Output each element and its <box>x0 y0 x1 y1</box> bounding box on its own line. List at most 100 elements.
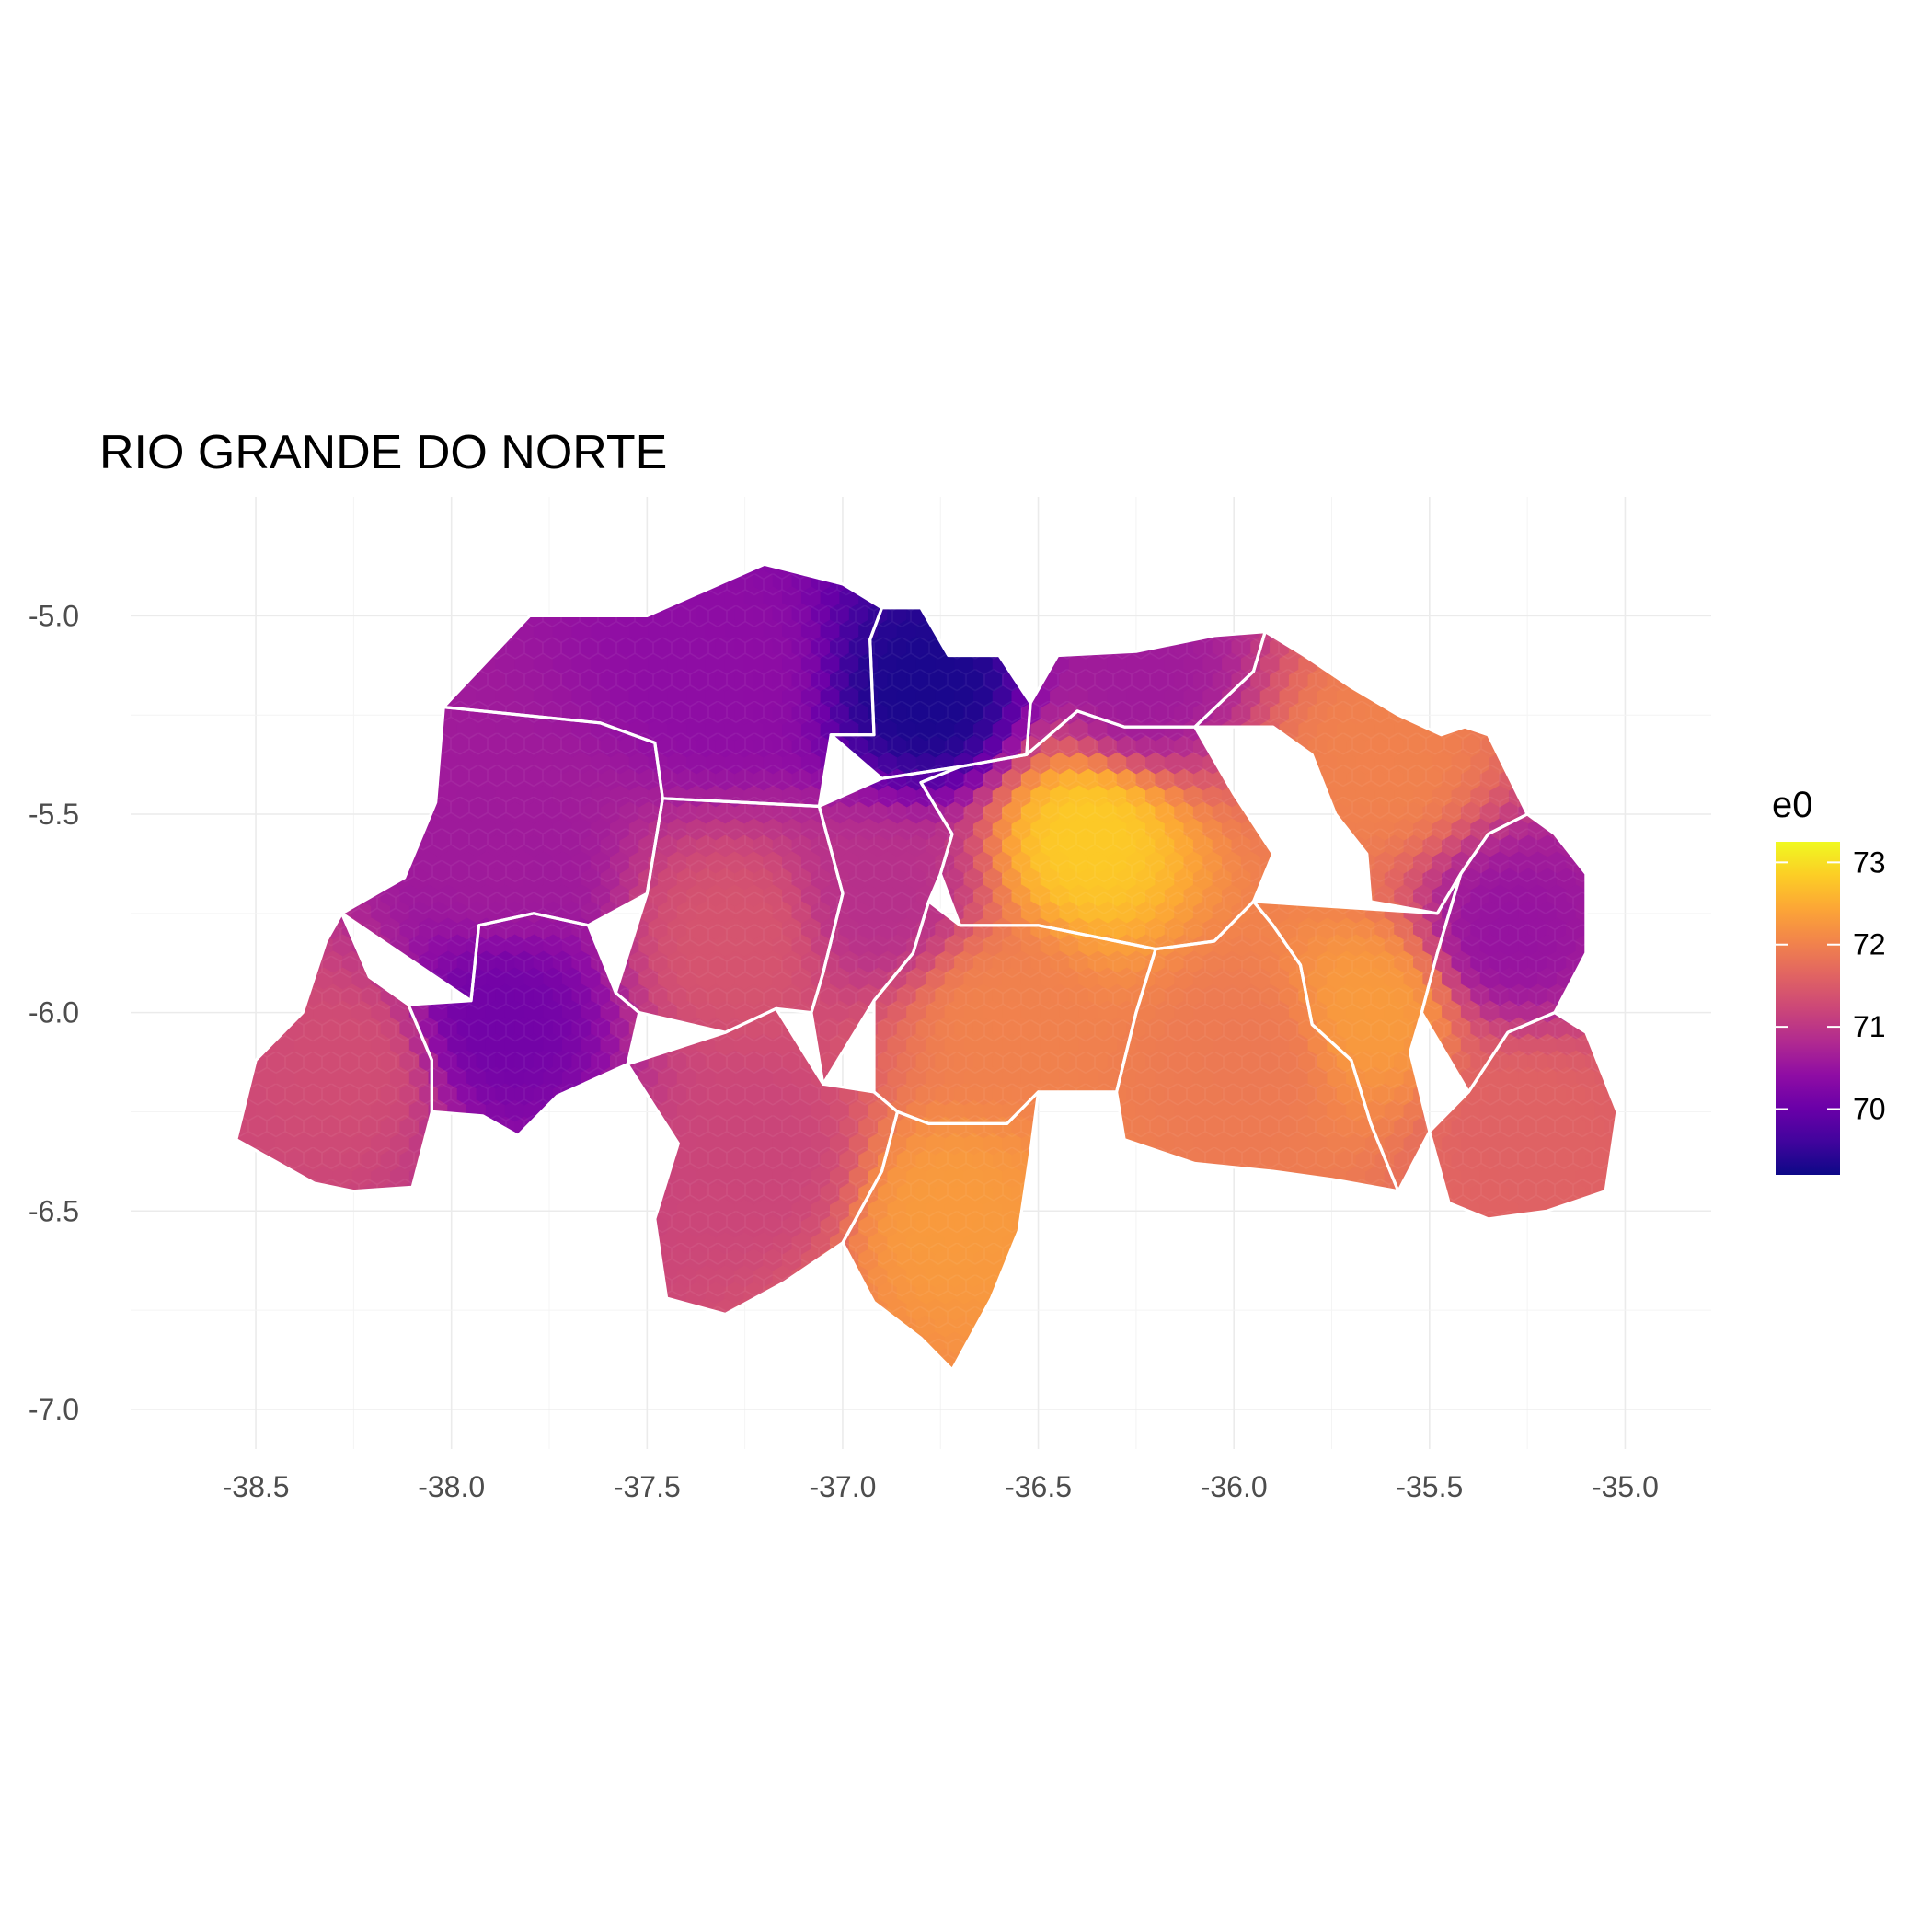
hex-cell <box>304 586 325 610</box>
hex-cell <box>1624 1150 1644 1173</box>
hex-cell <box>495 586 516 610</box>
hex-cell <box>256 702 277 726</box>
hex-cell <box>313 1232 334 1256</box>
hex-cell <box>284 685 305 709</box>
hex-cell <box>313 603 334 627</box>
hex-cell <box>1557 537 1577 560</box>
hex-cell <box>1566 1215 1587 1239</box>
hex-cell <box>1633 868 1653 891</box>
hex-cell <box>1585 1215 1605 1239</box>
hex-cell <box>294 801 315 825</box>
hex-cell <box>265 619 286 643</box>
hex-cell <box>236 702 238 726</box>
hex-cell <box>199 902 219 925</box>
hex-cell <box>1136 537 1156 560</box>
hex-cell <box>1078 603 1099 627</box>
hex-cell <box>1164 1348 1185 1370</box>
hex-cell <box>1614 1033 1617 1057</box>
hex-cell <box>265 1248 286 1272</box>
hex-cell <box>1624 1117 1644 1140</box>
hex-cell <box>247 1382 267 1405</box>
hex-cell <box>1002 537 1022 560</box>
hex-cell <box>1604 619 1617 643</box>
hex-cell <box>1307 1265 1328 1289</box>
hex-cell <box>1451 1248 1472 1272</box>
hex-cell <box>1270 569 1290 593</box>
hex-cell <box>600 1166 621 1190</box>
hex-cell <box>619 1232 640 1256</box>
hex-cell <box>1537 603 1558 627</box>
hex-cell <box>477 1382 497 1405</box>
hex-cell <box>1250 603 1271 627</box>
hex-cell <box>419 652 439 676</box>
hex-cell <box>1270 1232 1290 1256</box>
hex-cell <box>1489 685 1510 709</box>
hex-cell <box>438 1382 458 1405</box>
hex-cell <box>514 1282 535 1305</box>
hex-cell <box>1279 785 1300 809</box>
y-tick-label: -5.0 <box>29 599 79 632</box>
hex-cell <box>1336 586 1357 610</box>
hex-cell <box>1222 1248 1242 1272</box>
hex-cell <box>1308 537 1328 560</box>
hex-cell <box>1575 603 1596 627</box>
hex-cell <box>380 719 401 742</box>
hex-cell <box>323 851 344 875</box>
hex-cell <box>610 1149 630 1173</box>
hex-cell <box>304 785 325 809</box>
hex-cell <box>199 1034 219 1057</box>
region-border <box>1428 1011 1619 1221</box>
hex-cell <box>581 1265 602 1289</box>
hex-cell <box>380 752 401 776</box>
hex-cell <box>466 636 487 660</box>
hex-cell <box>1394 619 1414 643</box>
hex-cell <box>209 554 229 577</box>
hex-cell <box>1317 1315 1338 1339</box>
hex-cell <box>600 1265 621 1289</box>
hex-cell <box>1614 1133 1617 1156</box>
hex-cell <box>199 703 219 726</box>
hex-cell <box>1556 768 1577 792</box>
hex-cell <box>1098 1331 1118 1355</box>
hex-cell <box>1336 1315 1357 1339</box>
hex-cell <box>275 669 296 693</box>
hex-cell <box>1327 1364 1348 1370</box>
x-tick-label: -37.0 <box>809 1470 876 1503</box>
hex-cell <box>868 1331 889 1355</box>
hex-cell <box>1040 1232 1061 1256</box>
hex-cell <box>552 1348 573 1370</box>
hex-cell <box>1107 1182 1128 1206</box>
hex-cell <box>504 1265 525 1289</box>
hex-cell <box>1585 950 1605 974</box>
hex-cell <box>562 537 582 560</box>
hex-cell <box>543 1133 564 1156</box>
hex-cell <box>256 1364 277 1370</box>
hex-cell <box>361 652 382 676</box>
hex-cell <box>926 1364 946 1370</box>
hex-cell <box>1624 1183 1644 1206</box>
hex-cell <box>1078 569 1099 593</box>
hex-cell <box>361 785 382 809</box>
hex-cell <box>1068 1248 1089 1272</box>
hex-cell <box>236 1315 248 1339</box>
hex-cell <box>591 1083 611 1107</box>
hex-cell <box>1575 1265 1596 1289</box>
hex-cell <box>1451 586 1472 610</box>
hex-cell <box>1527 1215 1548 1239</box>
hex-cell <box>236 1149 248 1173</box>
hex-cell <box>236 603 258 627</box>
hex-cell <box>1240 752 1261 776</box>
hex-cell <box>362 1382 382 1405</box>
hex-cell <box>1374 1348 1396 1370</box>
hex-cell <box>256 868 277 891</box>
hex-cell <box>1442 1364 1462 1370</box>
hex-cell <box>935 1382 955 1405</box>
hex-cell <box>371 603 391 627</box>
hex-cell <box>1078 1331 1099 1355</box>
region-border <box>442 562 884 808</box>
hex-cell <box>1556 735 1577 759</box>
hex-cell <box>1624 554 1644 577</box>
hex-cell <box>1050 1248 1070 1272</box>
hex-cell <box>963 603 984 627</box>
hex-cell <box>571 1282 592 1305</box>
